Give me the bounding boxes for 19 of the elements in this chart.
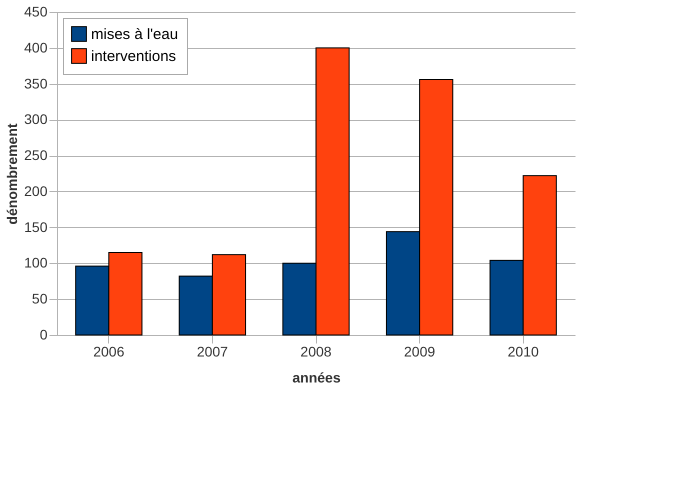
legend-label: mises à l'eau [91,26,178,43]
y-tick-label: 200 [24,182,48,199]
x-tick-label: 2007 [196,344,228,360]
y-tick-label: 300 [24,111,48,128]
x-axis-title: années [292,370,341,386]
y-tick-label: 450 [24,4,48,20]
y-axis-title: dénombrement [4,123,20,225]
y-tick-label: 100 [24,254,48,271]
x-tick-label: 2006 [93,344,125,360]
y-tick-label: 400 [24,39,48,56]
y-tick-label: 350 [24,75,48,92]
y-tick-label: 150 [24,218,48,235]
y-tick-label: 250 [24,147,48,164]
x-tick-label: 2009 [404,344,436,360]
x-tick-label: 2008 [300,344,332,360]
legend-label: interventions [91,48,176,65]
y-tick-label: 0 [40,326,48,342]
y-tick-label: 50 [32,290,48,307]
x-tick-label: 2010 [508,344,539,360]
